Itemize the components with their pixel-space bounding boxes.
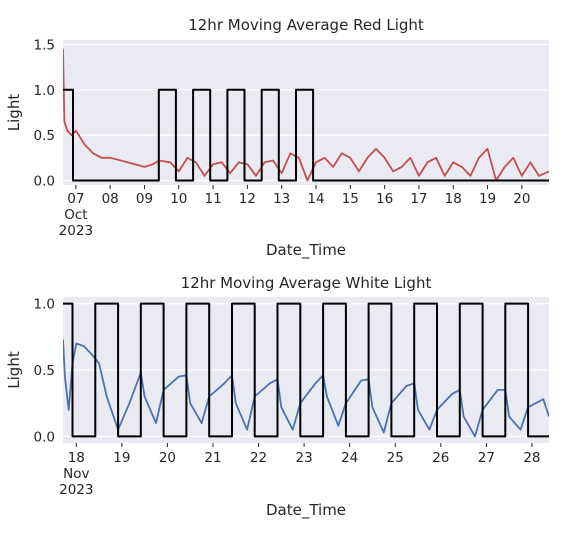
x-tick-month: Oct xyxy=(64,207,87,223)
x-axis-label: Date_Time xyxy=(266,501,346,520)
y-tick-label: 0.0 xyxy=(34,429,55,445)
x-tick-year: 2023 xyxy=(59,482,93,498)
x-tick-label: 18 xyxy=(445,191,462,207)
x-tick-label: 27 xyxy=(478,450,495,466)
x-tick-label: 24 xyxy=(341,450,358,466)
x-tick-label: 15 xyxy=(342,191,359,207)
y-axis-label: Light xyxy=(5,94,23,132)
x-axis-label: Date_Time xyxy=(266,241,346,260)
x-tick-label: 26 xyxy=(432,450,449,466)
x-tick-month: Nov xyxy=(63,466,89,482)
x-tick-label: 14 xyxy=(307,191,324,207)
y-tick-label: 0.0 xyxy=(34,173,55,189)
x-tick-label: 20 xyxy=(159,450,176,466)
x-tick-label: 10 xyxy=(170,191,187,207)
y-axis-label: Light xyxy=(5,351,23,389)
y-tick-label: 1.5 xyxy=(34,38,55,54)
series-light-line xyxy=(63,339,549,438)
x-tick-label: 07 xyxy=(67,191,84,207)
x-tick-label: 19 xyxy=(113,450,130,466)
y-tick-label: 0.5 xyxy=(34,363,55,379)
series-schedule-line xyxy=(63,302,549,438)
x-tick-label: 08 xyxy=(102,191,119,207)
y-tick-label: 0.5 xyxy=(34,128,55,144)
x-tick-label: 20 xyxy=(513,191,530,207)
chart-title: 12hr Moving Average Red Light xyxy=(188,16,424,34)
x-tick-label: 21 xyxy=(204,450,221,466)
x-tick-label: 25 xyxy=(387,450,404,466)
x-tick-year: 2023 xyxy=(59,223,93,239)
series-light-line xyxy=(63,49,549,182)
series-schedule-line xyxy=(63,88,549,182)
x-tick-label: 09 xyxy=(136,191,153,207)
x-tick-label: 12 xyxy=(239,191,256,207)
x-tick-label: 19 xyxy=(479,191,496,207)
y-tick-label: 1.0 xyxy=(34,297,55,313)
x-tick-label: 18 xyxy=(68,450,85,466)
plot-area xyxy=(63,40,549,185)
x-tick-label: 13 xyxy=(273,191,290,207)
x-tick-label: 17 xyxy=(410,191,427,207)
x-tick-label: 28 xyxy=(523,450,540,466)
chart-title: 12hr Moving Average White Light xyxy=(181,274,432,292)
x-tick-label: 23 xyxy=(296,450,313,466)
x-tick-label: 22 xyxy=(250,450,267,466)
x-tick-label: 16 xyxy=(376,191,393,207)
y-tick-label: 1.0 xyxy=(34,83,55,99)
x-tick-label: 11 xyxy=(204,191,221,207)
